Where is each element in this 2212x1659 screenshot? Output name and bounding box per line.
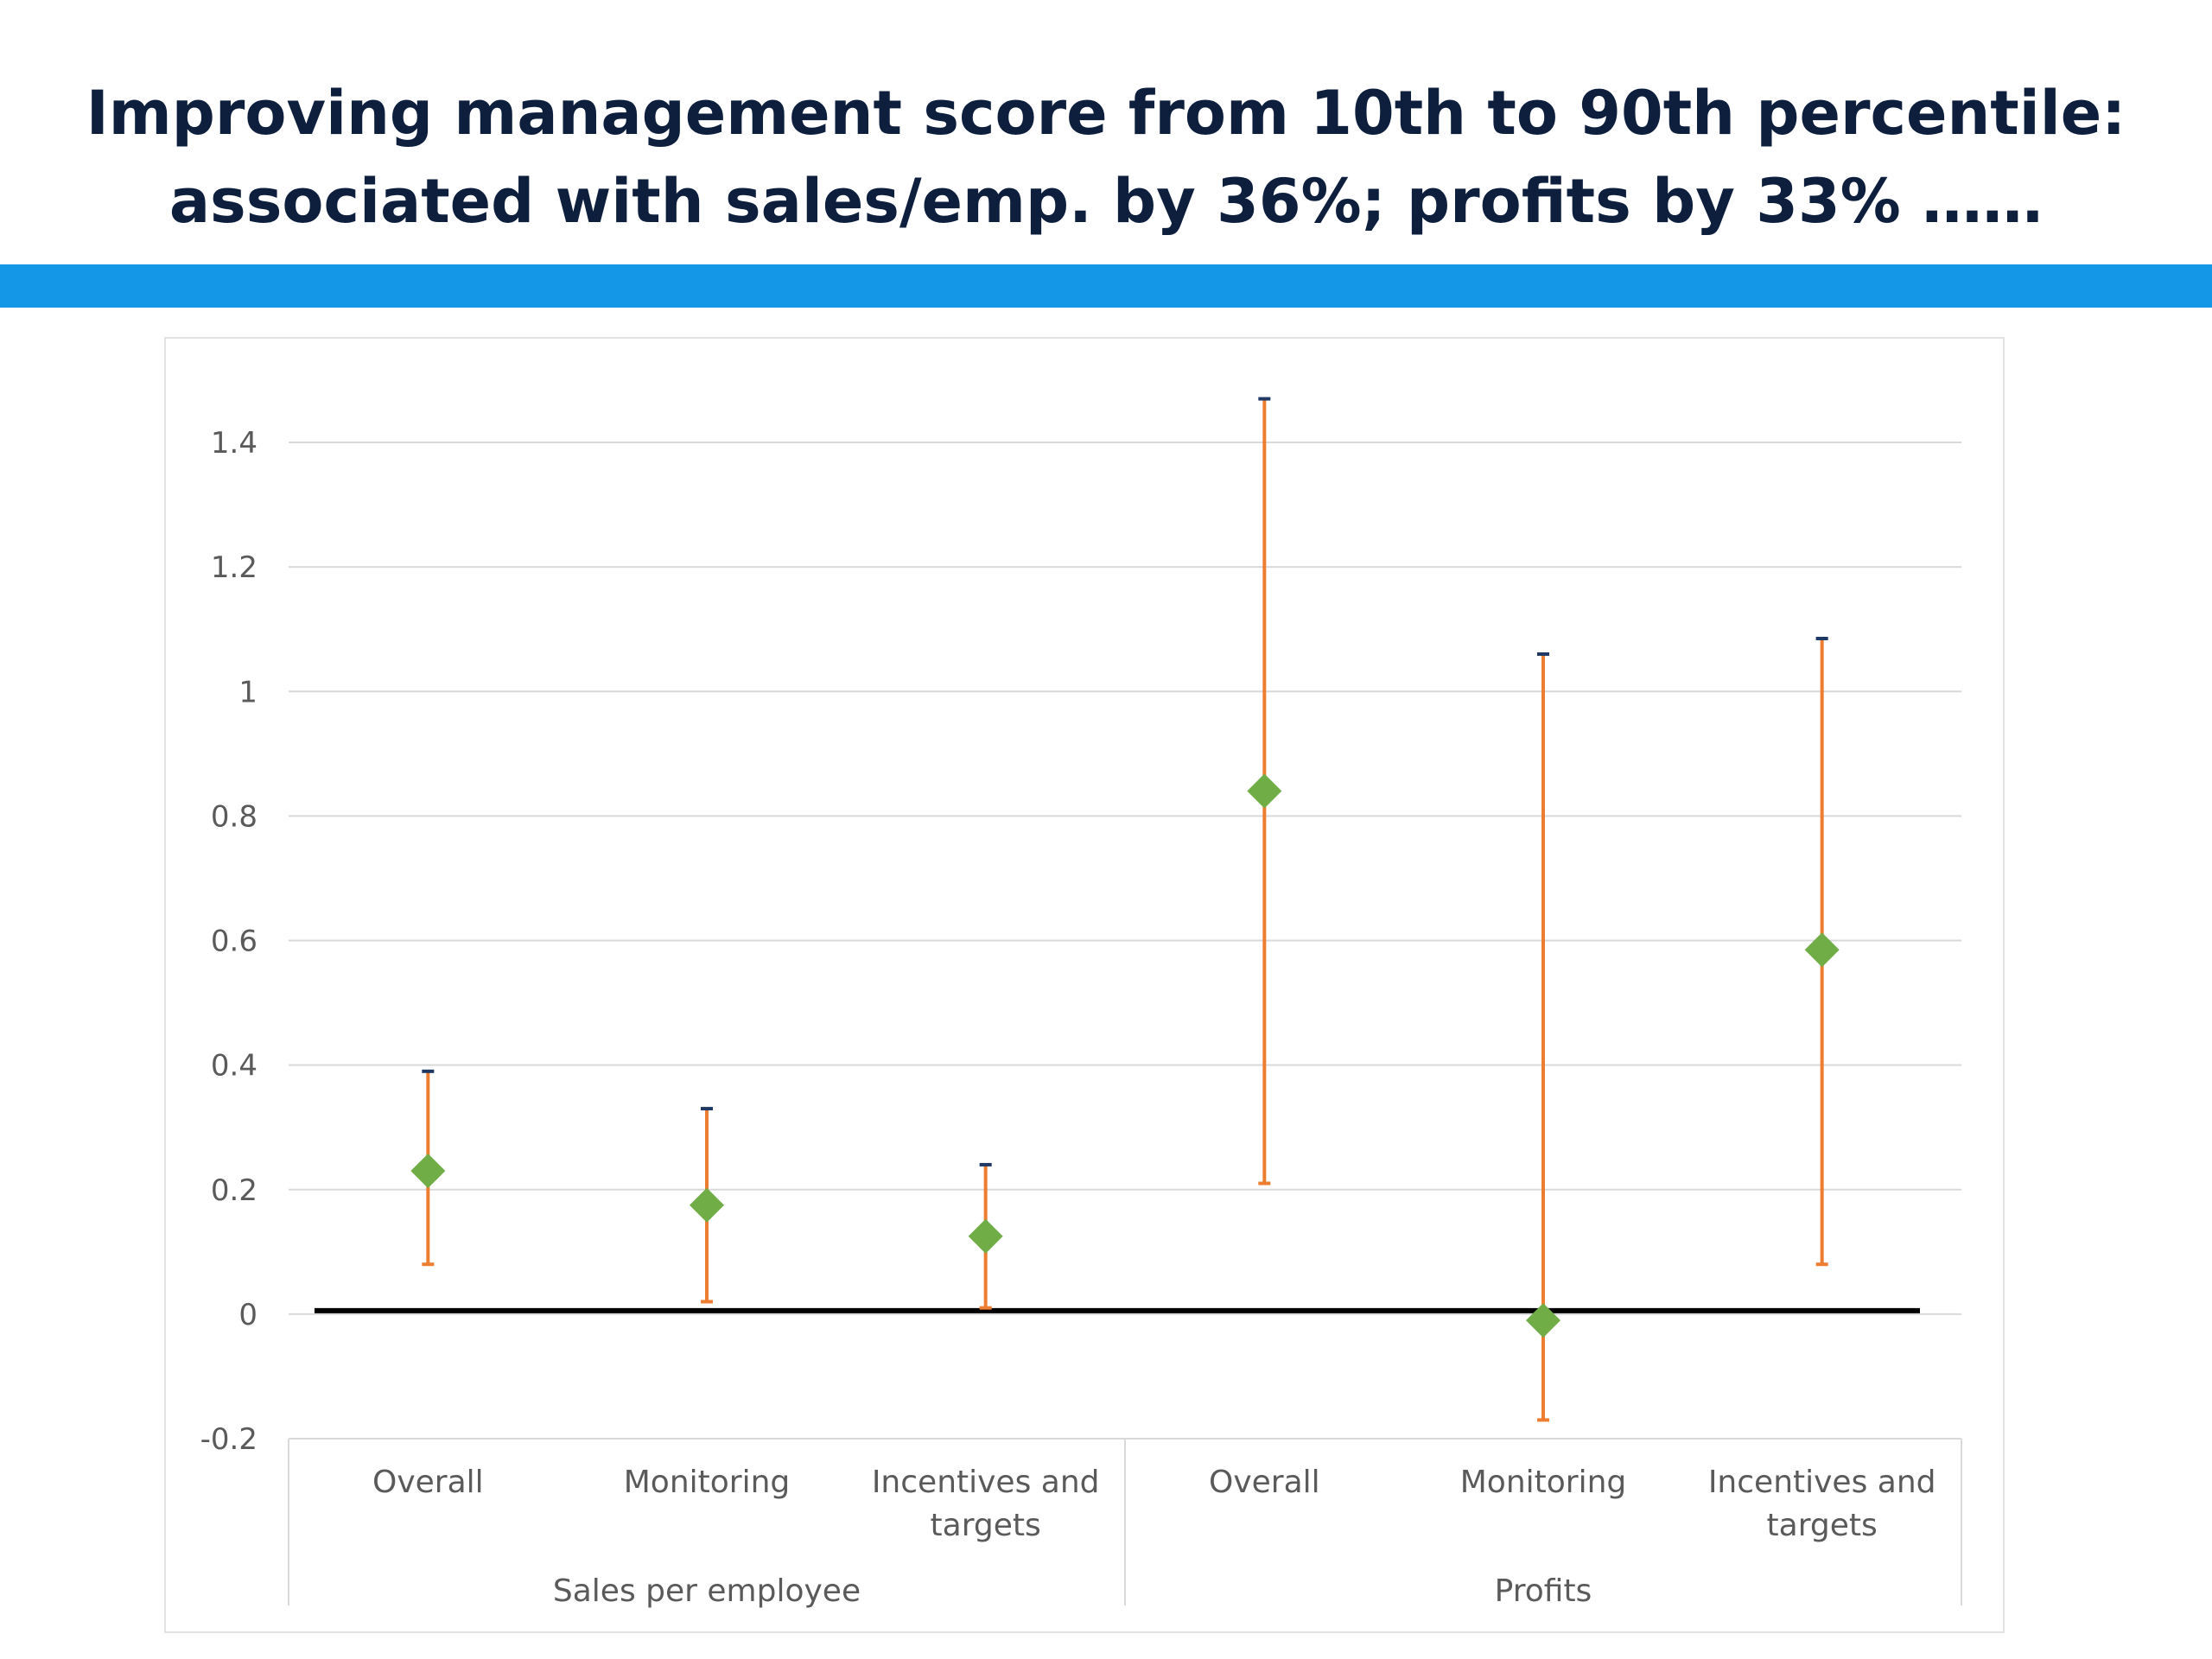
group-label: Profits [1495, 1573, 1592, 1609]
error-bar-chart: -0.2 0 0.2 0.4 0.6 0.8 1 1.2 1.4 Overall Monitorin… [200, 397, 1962, 1609]
category-label: Monitoring [1460, 1465, 1627, 1500]
y-tick-label: 1.4 [211, 426, 257, 461]
category-label: Overall [1209, 1465, 1320, 1500]
y-tick-label: 1 [238, 675, 257, 709]
y-tick-label: 0.2 [211, 1173, 257, 1208]
category-label: Monitoring [624, 1465, 791, 1500]
y-tick-label: -0.2 [200, 1422, 257, 1457]
point-marker [968, 1218, 1003, 1254]
y-tick-label: 0.8 [211, 799, 257, 834]
point-marker [690, 1187, 724, 1223]
chart-area: -0.2 0 0.2 0.4 0.6 0.8 1 1.2 1.4 Overall Monitorin… [164, 337, 2005, 1633]
point-marker [1247, 773, 1282, 809]
point-marker [1526, 1303, 1560, 1338]
category-label: Incentives and targets [872, 1465, 1100, 1543]
y-tick-label: 1.2 [211, 550, 257, 585]
y-tick-label: 0.4 [211, 1049, 257, 1084]
point-marker [1804, 932, 1840, 968]
title-line-2: associated with sales/emp. by 36%; profi… [168, 166, 2044, 237]
y-tick-label: 0 [238, 1298, 257, 1332]
title-line-1: Improving management score from 10th to … [86, 78, 2126, 149]
y-tick-label: 0.6 [211, 925, 257, 959]
group-label: Sales per employee [553, 1573, 861, 1609]
category-label: Incentives and targets [1708, 1465, 1936, 1543]
title-accent-bar [0, 264, 2212, 308]
page-title: Improving management score from 10th to … [0, 69, 2212, 245]
category-label: Overall [372, 1465, 484, 1500]
point-marker [410, 1154, 446, 1189]
